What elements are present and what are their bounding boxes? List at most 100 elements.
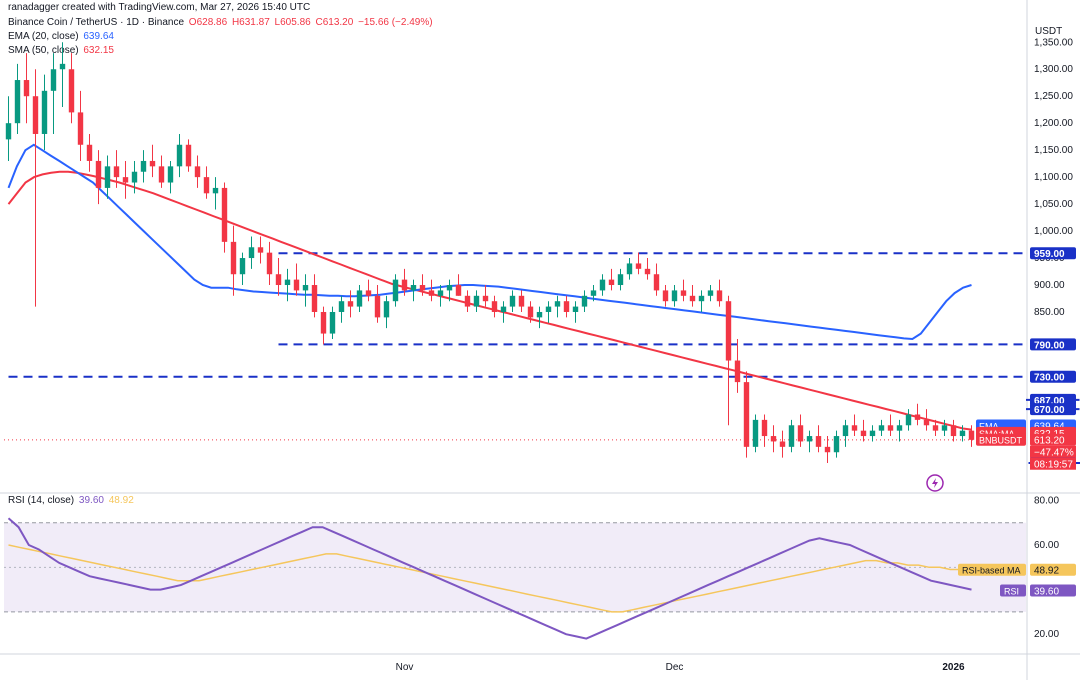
candle-body: [392, 279, 399, 302]
level-tag: [1030, 338, 1076, 351]
indicator-name-tag: [976, 433, 1026, 446]
price-sub-tag: [1030, 457, 1076, 470]
sma-line: [7, 170, 972, 431]
currency-label: USDT: [1035, 26, 1062, 37]
symbol-name[interactable]: Binance Coin / TetherUS · 1D · Binance: [8, 17, 185, 28]
lightning-icon: [926, 474, 944, 492]
candle-body: [896, 425, 903, 431]
candle-body: [122, 177, 129, 183]
candle-body: [59, 63, 66, 70]
candle-body: [23, 80, 30, 97]
candle-body: [293, 279, 300, 291]
candle-body: [671, 290, 678, 302]
candle-body: [446, 285, 453, 291]
candle-body: [707, 290, 714, 296]
time-label: 2026: [942, 662, 965, 673]
candle-body: [482, 295, 489, 302]
candle-body: [284, 279, 291, 286]
candle-body: [572, 306, 579, 312]
candle-body: [527, 306, 534, 318]
candle-body: [455, 285, 462, 296]
candle-body: [302, 285, 309, 291]
candle-body: [905, 414, 912, 426]
indicator-value-label: 613.20: [1034, 436, 1065, 447]
price-sub-tag: [1030, 445, 1076, 458]
price-tick-label: 1,200.00: [1034, 118, 1073, 129]
candle-body: [662, 290, 669, 302]
price-tick-label: 900.00: [1034, 280, 1065, 291]
candle-body: [950, 425, 957, 437]
candle-body: [68, 69, 75, 113]
open-value: O628.86: [188, 17, 228, 28]
rsi-ma-name-tag: [958, 563, 1026, 576]
candle-body: [266, 252, 273, 275]
candle-body: [644, 268, 651, 275]
candle-body: [563, 301, 570, 312]
rsi-ma-value-tag: [1030, 563, 1076, 576]
candle-body: [500, 306, 507, 312]
candle-body: [770, 436, 777, 442]
candle-body: [518, 295, 525, 307]
price-tick-label: 1,050.00: [1034, 199, 1073, 210]
level-tag-label: 670.00: [1034, 405, 1065, 416]
price-sub-label: −47.47%: [1034, 448, 1074, 459]
candle-body: [509, 295, 516, 307]
candle-body: [599, 279, 606, 291]
low-value: L605.86: [274, 17, 311, 28]
candle-body: [932, 425, 939, 431]
candle-body: [941, 425, 948, 431]
candle-body: [50, 69, 57, 91]
candle-body: [824, 446, 831, 453]
level-tag-label: 687.00: [1034, 396, 1065, 407]
price-tick-label: 1,100.00: [1034, 172, 1073, 183]
sma-legend[interactable]: SMA (50, close) 632.15: [8, 45, 114, 56]
candle-body: [410, 285, 417, 291]
candle-body: [914, 414, 921, 420]
candle-body: [626, 263, 633, 275]
candle-body: [140, 160, 147, 172]
candle-body: [437, 290, 444, 296]
candle-body: [851, 425, 858, 431]
rsi-legend[interactable]: RSI (14, close) 39.60 48.92: [8, 495, 134, 506]
price-tick-label: 1,350.00: [1034, 37, 1073, 48]
level-tag: [1030, 393, 1076, 406]
candle-body: [860, 430, 867, 437]
candle-body: [149, 160, 156, 167]
candles: [5, 42, 975, 464]
candle-body: [536, 311, 543, 318]
candle-body: [239, 258, 246, 275]
candle-body: [491, 301, 498, 312]
candle-body: [590, 290, 597, 296]
level-tag-label: 790.00: [1034, 340, 1065, 351]
price-tick-label: 1,150.00: [1034, 145, 1073, 156]
candle-body: [248, 247, 255, 259]
candle-body: [383, 301, 390, 318]
candle-body: [194, 166, 201, 178]
candle-body: [608, 279, 615, 286]
candle-body: [752, 419, 759, 447]
candle-body: [815, 436, 822, 447]
candle-body: [95, 160, 102, 188]
candle-body: [158, 166, 165, 183]
candle-body: [329, 311, 336, 334]
rsi-tick-label: 60.00: [1034, 540, 1059, 551]
candle-body: [842, 425, 849, 437]
candle-body: [761, 419, 768, 437]
candle-body: [401, 279, 408, 291]
candle-body: [788, 425, 795, 447]
candle-body: [374, 295, 381, 318]
price-tick-label: 850.00: [1034, 307, 1065, 318]
ema-legend[interactable]: EMA (20, close) 639.64: [8, 31, 114, 42]
candle-body: [464, 295, 471, 307]
candle-body: [419, 285, 426, 291]
rsi-ma-line: [8, 544, 972, 613]
candle-body: [275, 274, 282, 286]
indicator-name-label: EMA: [979, 421, 999, 431]
candle-body: [473, 295, 480, 307]
price-tick-label: 1,250.00: [1034, 91, 1073, 102]
candle-body: [428, 290, 435, 296]
candle-body: [635, 263, 642, 269]
level-tag: [1030, 370, 1076, 383]
close-value: C613.20: [315, 17, 354, 28]
